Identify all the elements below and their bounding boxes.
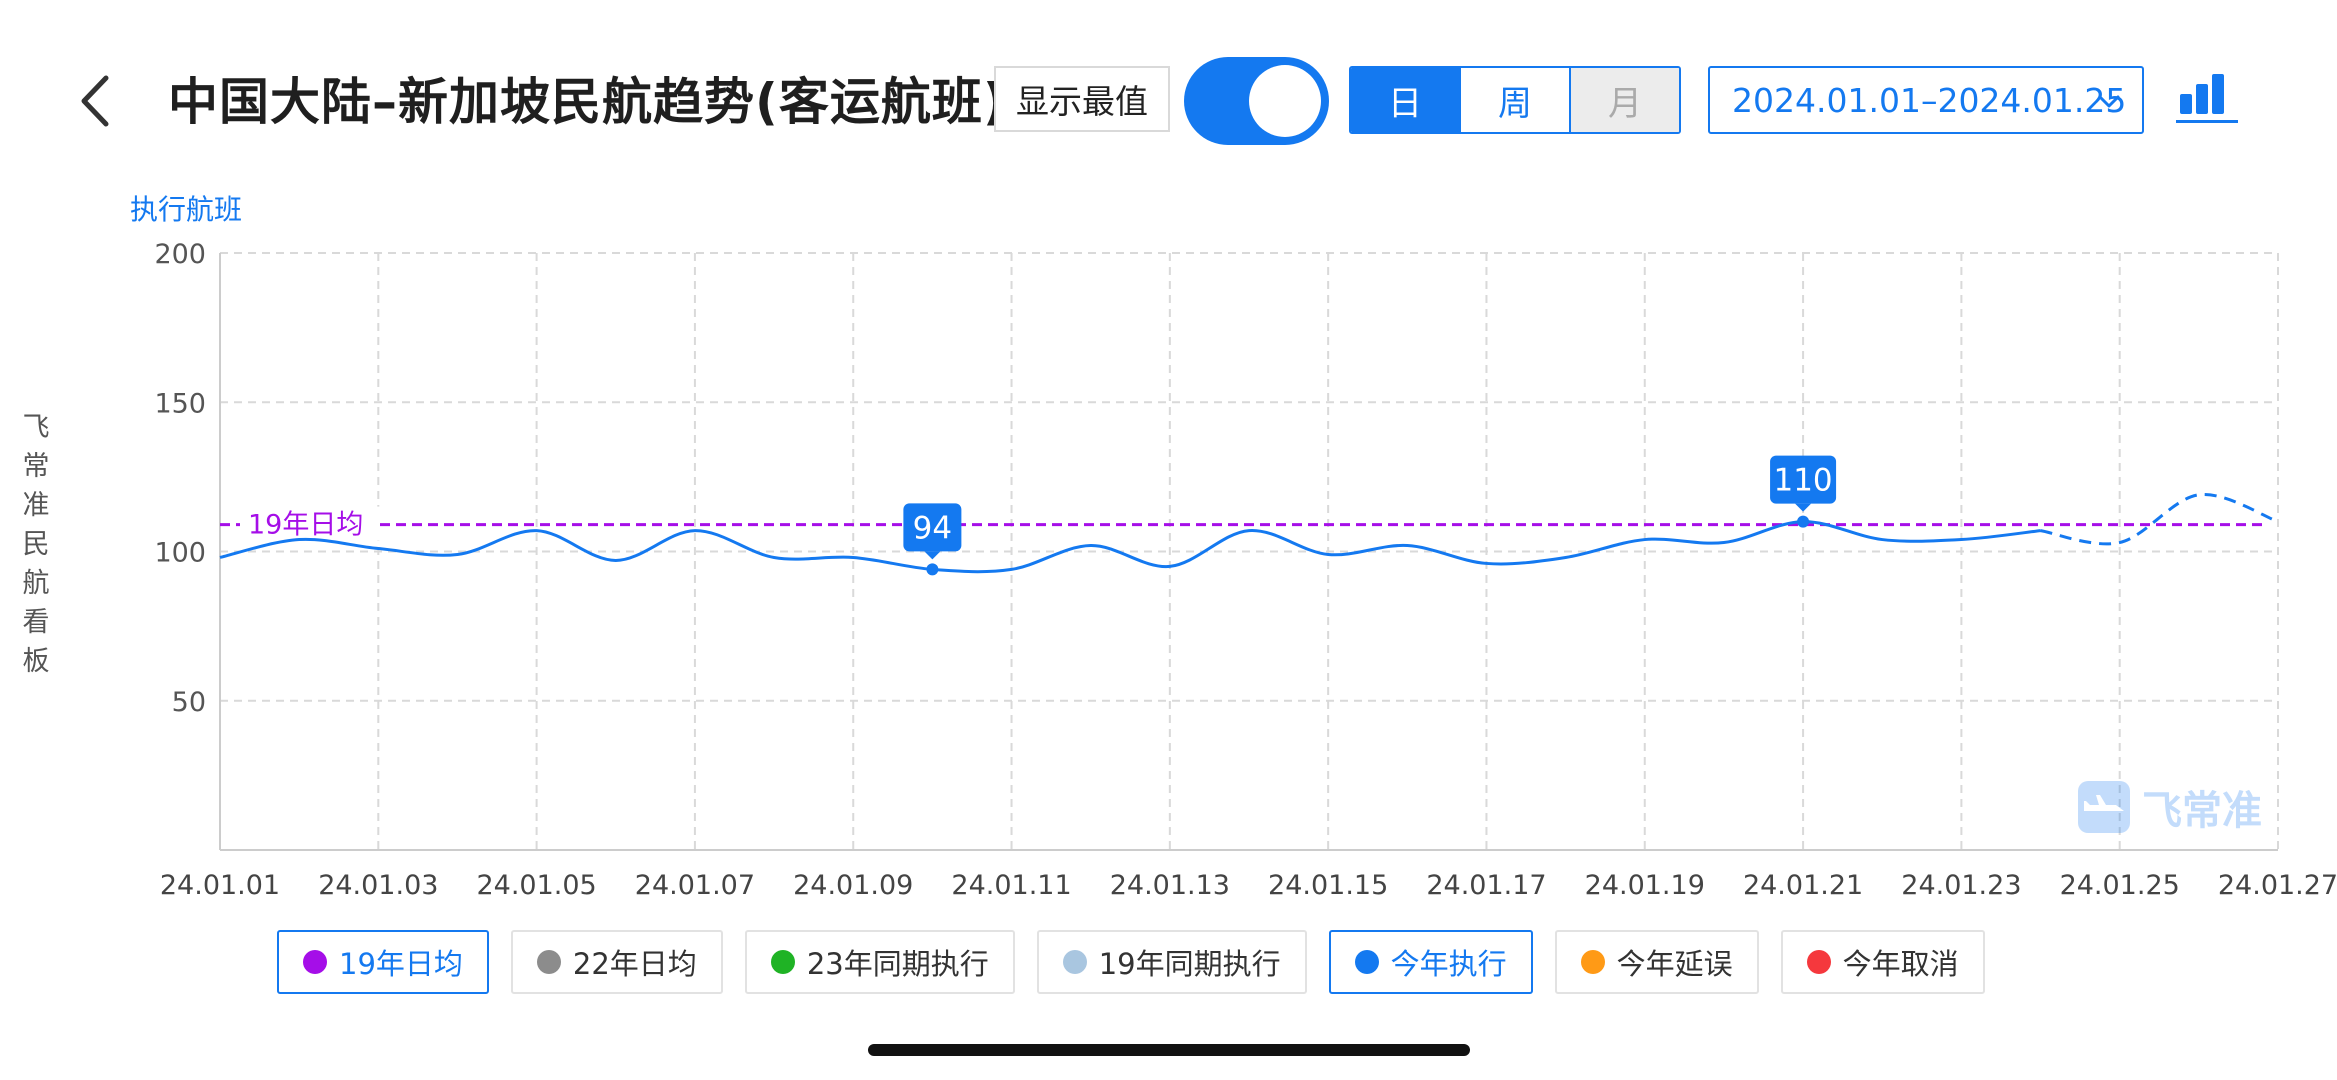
legend-label: 19年同期执行 xyxy=(1098,947,1281,981)
watermark-text: 飞常准 xyxy=(2142,788,2262,834)
watermark-logo: 飞常准 xyxy=(2076,778,2262,836)
legend-item[interactable]: 22年日均 xyxy=(510,930,723,994)
line-chart: 50 100 150 200 24.01.01 24.01.03 24.01.05 24.01… xyxy=(154,239,2337,900)
data-point-marker xyxy=(1797,515,1810,528)
side-brand-label: 飞常准民航看板 xyxy=(22,412,50,677)
legend-color-dot xyxy=(536,950,561,974)
legend-color-dot xyxy=(1062,950,1087,974)
home-indicator xyxy=(868,1044,1470,1056)
date-range-select[interactable]: 2024.01.01–2024.01.25 xyxy=(1708,66,2144,134)
date-range-value: 2024.01.01–2024.01.25 xyxy=(1732,80,2127,120)
x-tick-label: 24.01.09 xyxy=(793,870,913,900)
legend-item[interactable]: 今年执行 xyxy=(1328,930,1533,994)
x-tick-label: 24.01.15 xyxy=(1268,870,1388,900)
tab-month[interactable]: 月 xyxy=(1569,68,1679,132)
page-title: 中国大陆–新加坡民航趋势(客运航班) xyxy=(168,73,1007,131)
legend-color-dot xyxy=(1580,950,1605,974)
data-label: 110 xyxy=(1773,463,1832,499)
x-tick-label: 24.01.25 xyxy=(2060,870,2180,900)
y-axis-label: 执行航班 xyxy=(130,193,243,226)
reference-line-label: 19年日均 xyxy=(248,510,363,541)
y-tick-label: 50 xyxy=(172,687,206,718)
y-tick-label: 200 xyxy=(154,239,206,270)
legend-item[interactable]: 23年同期执行 xyxy=(744,930,1015,994)
period-segmented-control: 日 周 月 xyxy=(1349,66,1681,134)
legend-label: 今年执行 xyxy=(1390,947,1507,981)
data-label-pointer xyxy=(924,551,941,560)
extreme-toggle[interactable] xyxy=(1184,57,1329,145)
bar-chart-icon[interactable] xyxy=(2176,68,2238,126)
x-tick-label: 24.01.11 xyxy=(951,870,1071,900)
legend-label: 19年日均 xyxy=(339,947,463,981)
legend: 19年日均 22年日均 23年同期执行 19年同期执行 今年执行 今年延误 今年取消 xyxy=(277,930,1985,994)
x-tick-label: 24.01.07 xyxy=(635,870,755,900)
series-line-current-year xyxy=(219,520,2041,574)
x-tick-label: 24.01.17 xyxy=(1426,870,1546,900)
legend-label: 今年取消 xyxy=(1842,947,1959,981)
data-label-bubble xyxy=(903,503,962,552)
x-tick-label: 24.01.03 xyxy=(318,870,438,900)
legend-item[interactable]: 19年同期执行 xyxy=(1036,930,1307,994)
y-tick-label: 100 xyxy=(154,538,206,569)
plane-logo-icon xyxy=(2078,781,2130,833)
series-line-forecast xyxy=(2040,493,2279,546)
legend-label: 22年日均 xyxy=(572,947,697,981)
legend-color-dot xyxy=(303,950,327,974)
legend-color-dot xyxy=(770,950,795,974)
toggle-knob xyxy=(1249,65,1321,137)
x-tick-label: 24.01.19 xyxy=(1585,870,1705,900)
chevron-left-icon xyxy=(81,75,109,127)
x-tick-label: 24.01.27 xyxy=(2218,870,2337,900)
legend-item[interactable]: 19年日均 xyxy=(277,930,489,994)
legend-label: 23年同期执行 xyxy=(806,947,989,981)
x-tick-label: 24.01.21 xyxy=(1743,870,1863,900)
x-tick-label: 24.01.05 xyxy=(476,870,596,900)
legend-item[interactable]: 今年延误 xyxy=(1554,930,1759,994)
legend-color-dot xyxy=(1354,950,1379,974)
tab-day[interactable]: 日 xyxy=(1351,68,1459,132)
data-label-pointer xyxy=(1795,503,1812,512)
x-tick-label: 24.01.13 xyxy=(1110,870,1230,900)
show-extreme-button[interactable]: 显示最值 xyxy=(994,66,1170,132)
legend-label: 今年延误 xyxy=(1616,947,1733,981)
data-point-marker xyxy=(926,563,939,576)
back-button[interactable] xyxy=(66,66,126,136)
legend-color-dot xyxy=(1806,950,1831,974)
y-tick-label: 150 xyxy=(154,388,206,419)
x-tick-label: 24.01.01 xyxy=(160,870,280,900)
x-tick-label: 24.01.23 xyxy=(1901,870,2021,900)
reference-label-bg xyxy=(240,506,380,541)
data-label-bubble xyxy=(1770,455,1837,504)
chevron-down-icon xyxy=(2098,95,2120,108)
data-label: 94 xyxy=(913,510,952,546)
legend-item[interactable]: 今年取消 xyxy=(1780,930,1985,994)
tab-week[interactable]: 周 xyxy=(1459,68,1569,132)
